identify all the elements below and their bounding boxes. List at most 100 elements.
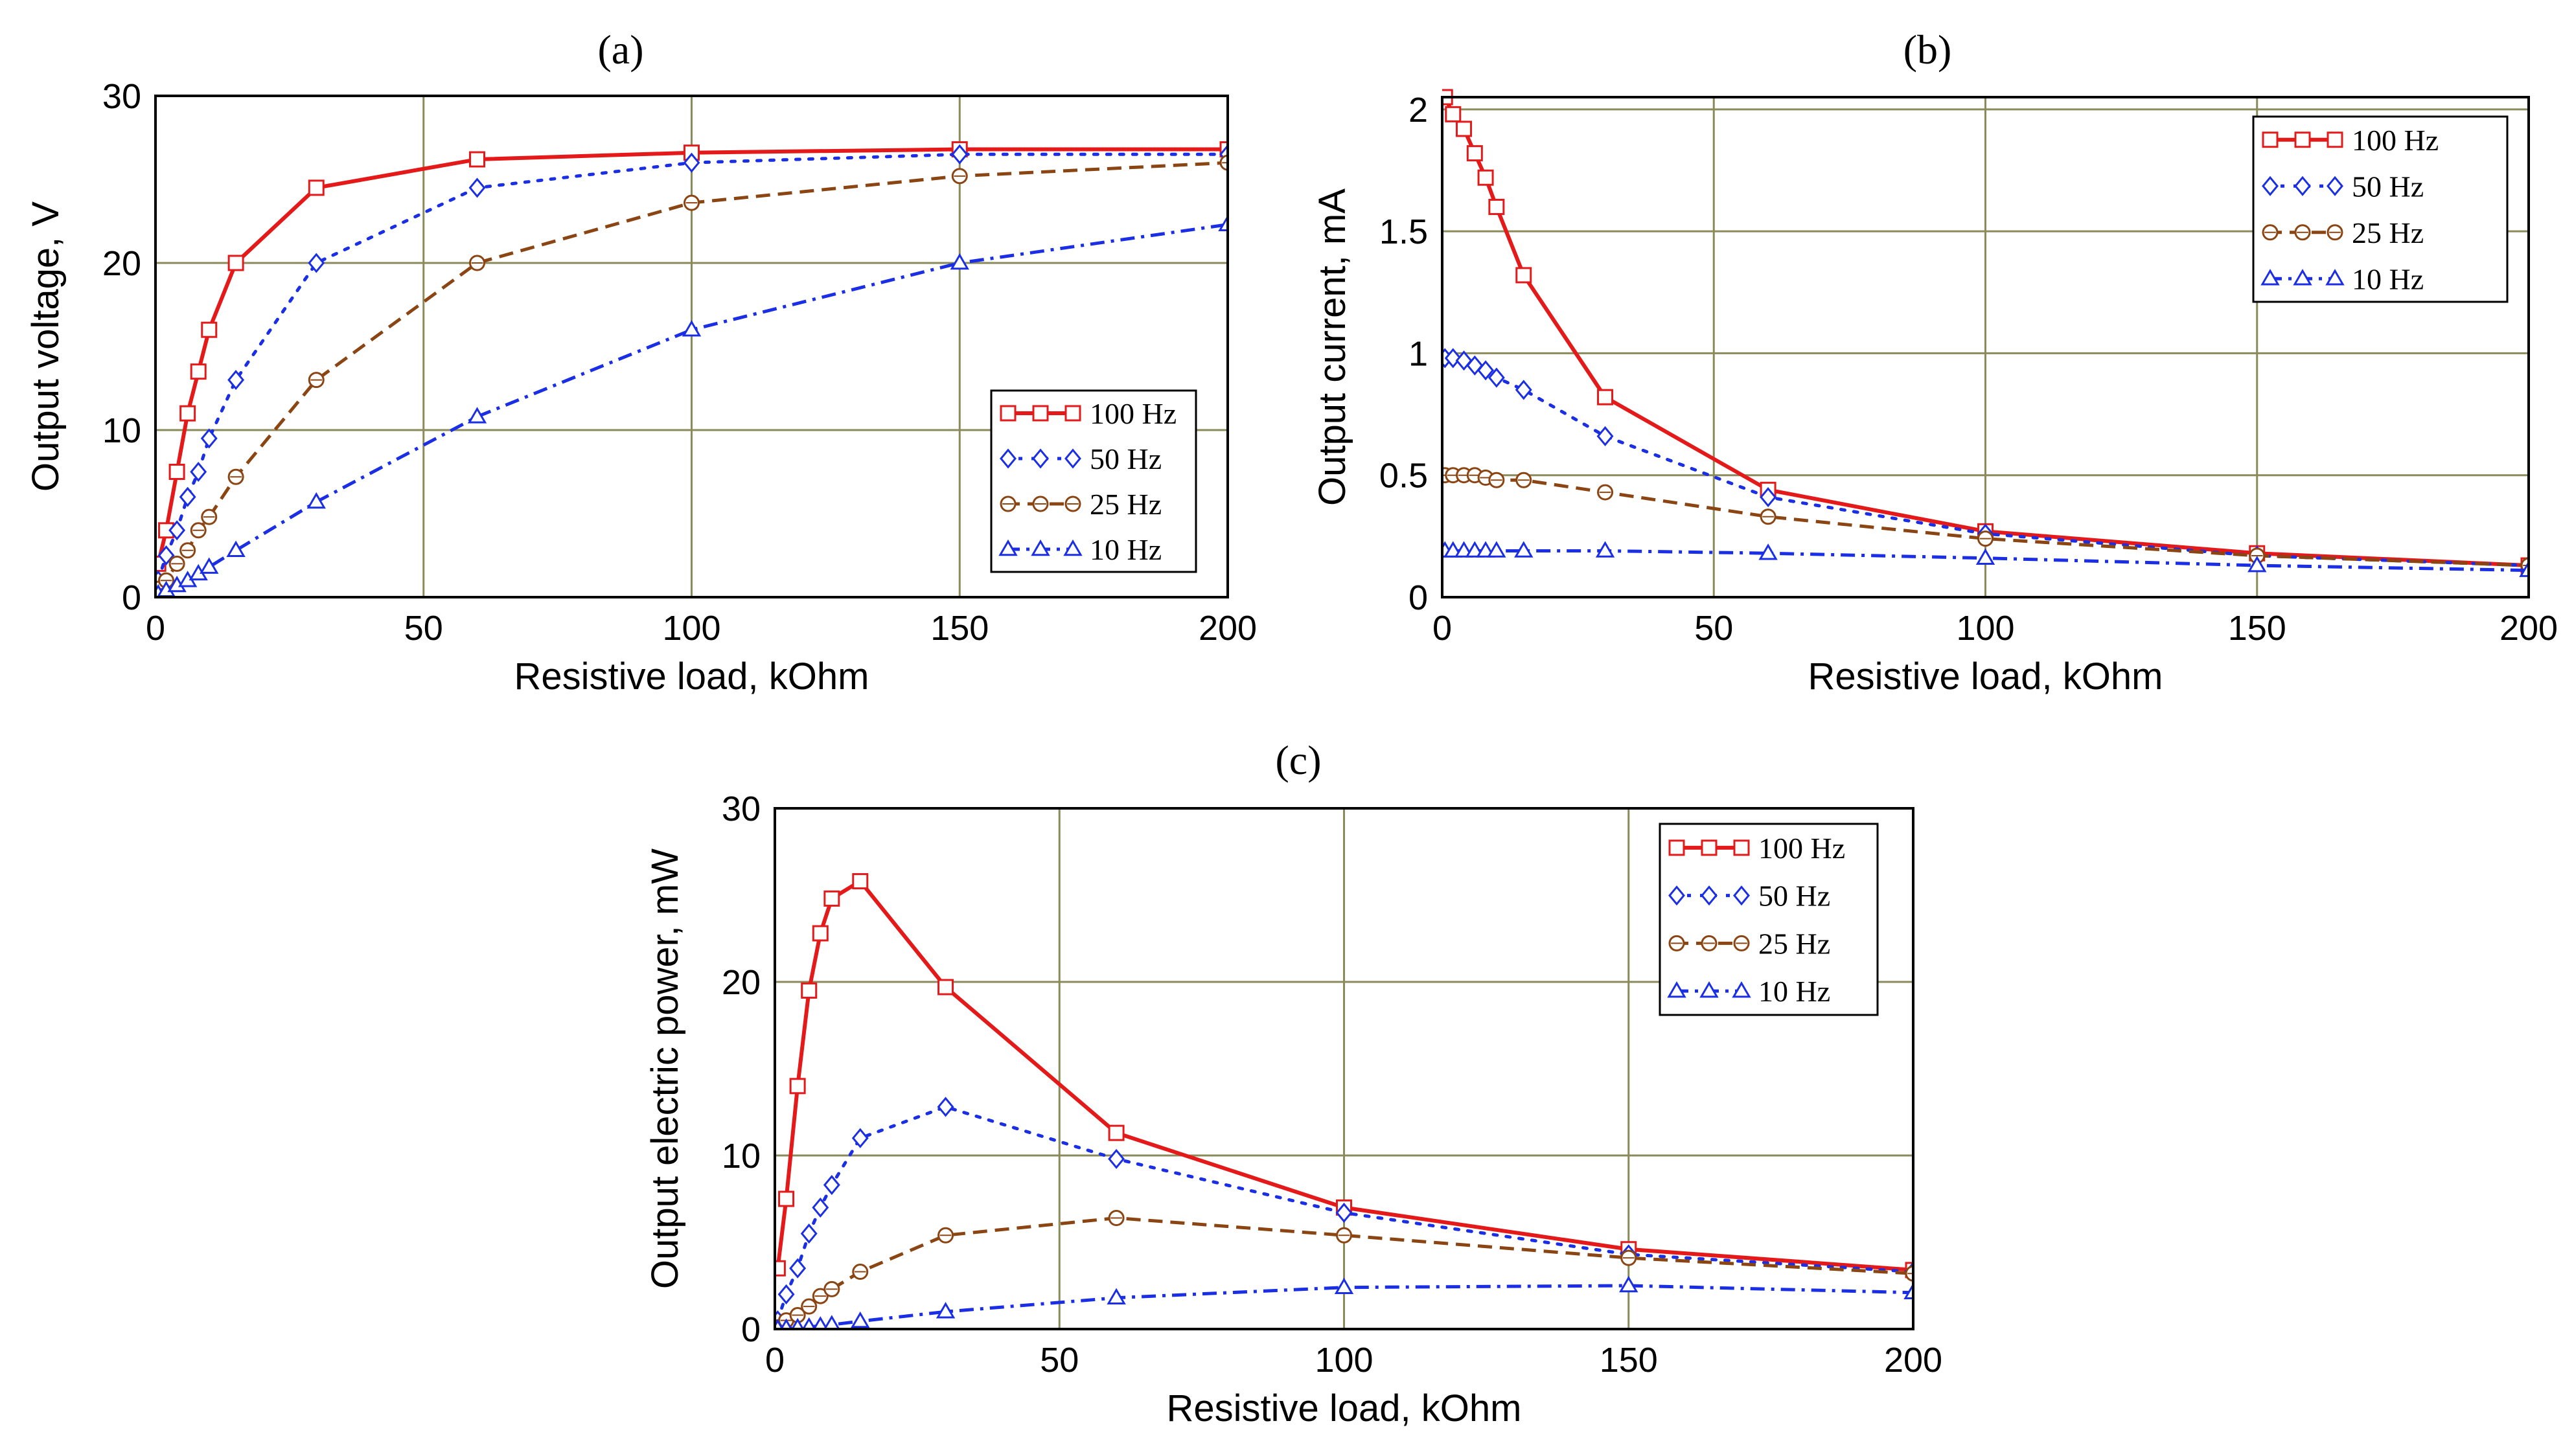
x-tick-label: 50	[404, 609, 443, 648]
x-tick-label: 0	[1432, 609, 1452, 648]
data-point	[1477, 169, 1494, 186]
y-axis-label: Output voltage, V	[25, 201, 67, 492]
x-tick-label: 50	[1694, 609, 1733, 648]
x-tick-label: 0	[146, 609, 165, 648]
legend-label: 25 Hz	[2352, 216, 2424, 249]
data-point	[1488, 198, 1505, 215]
legend-label: 50 Hz	[1090, 442, 1162, 475]
legend-marker	[1064, 448, 1081, 469]
x-tick-label: 100	[1315, 1341, 1373, 1380]
legend-marker	[1000, 405, 1017, 422]
data-point	[308, 179, 325, 196]
panel-label: (a)	[597, 27, 643, 73]
data-point	[1444, 348, 1462, 369]
data-point	[1619, 1275, 1638, 1293]
x-axis-label: Resistive load, kOhm	[514, 655, 869, 698]
series-10-hz	[1442, 541, 2529, 577]
series-line	[1445, 549, 2529, 573]
data-point	[1760, 487, 1777, 508]
data-point	[851, 1128, 869, 1148]
y-tick-label: 30	[102, 77, 141, 116]
y-tick-label: 1.5	[1379, 212, 1428, 251]
legend-marker	[2327, 176, 2343, 196]
legend-marker	[1733, 885, 1750, 906]
data-point	[823, 1315, 840, 1329]
legend-marker	[2294, 176, 2311, 196]
plot-frame	[774, 807, 1914, 1330]
data-point	[801, 982, 818, 999]
panel-label: (b)	[1903, 27, 1952, 73]
data-point	[227, 255, 244, 271]
data-point	[179, 486, 196, 507]
legend-marker	[2327, 131, 2343, 148]
data-point	[791, 1317, 805, 1329]
y-tick-label: 0	[1408, 578, 1428, 617]
data-point	[179, 405, 196, 422]
data-point	[1456, 120, 1473, 137]
legend: 100 Hz 50 Hz 25 Hz 10 Hz	[2252, 115, 2509, 303]
legend-label: 25 Hz	[1090, 488, 1162, 521]
x-tick-label: 150	[930, 609, 989, 648]
data-point	[812, 1197, 829, 1218]
legend-marker	[1668, 885, 1685, 906]
legend-marker	[2294, 131, 2311, 148]
legend-marker	[1667, 981, 1686, 998]
x-tick-label: 0	[765, 1341, 785, 1380]
legend-marker	[2325, 269, 2345, 286]
x-axis-label: Resistive load, kOhm	[1808, 655, 2163, 698]
data-point	[226, 540, 246, 558]
y-tick-label: 0	[122, 578, 141, 617]
legend-label: 10 Hz	[1090, 533, 1162, 566]
legend-marker	[1064, 405, 1081, 422]
series-line	[776, 1216, 1913, 1329]
data-point	[1975, 548, 1995, 565]
data-point	[468, 177, 486, 198]
grid	[1442, 97, 2529, 597]
data-point	[168, 520, 186, 541]
legend-box	[1659, 823, 1879, 1016]
series-line	[156, 147, 1228, 565]
x-tick-label: 150	[1600, 1341, 1658, 1380]
y-tick-label: 10	[102, 411, 141, 450]
legend-label: 50 Hz	[2352, 170, 2424, 203]
data-point	[1108, 1148, 1125, 1169]
legend-label: 100 Hz	[2352, 124, 2439, 157]
legend-marker	[2262, 176, 2279, 196]
legend-marker	[2262, 131, 2279, 148]
x-tick-label: 50	[1040, 1341, 1079, 1380]
y-tick-label: 0	[741, 1310, 761, 1349]
data-point	[1466, 145, 1483, 162]
data-point	[851, 1311, 870, 1328]
data-point	[1488, 367, 1505, 388]
data-point	[227, 370, 245, 391]
data-point	[789, 1258, 807, 1279]
data-point	[1477, 360, 1495, 381]
x-axis-label: Resistive load, kOhm	[1167, 1387, 1522, 1429]
data-point	[2519, 560, 2529, 577]
legend-marker	[1032, 448, 1049, 469]
legend-label: 50 Hz	[1758, 880, 1830, 913]
legend-label: 100 Hz	[1090, 397, 1177, 430]
legend-box	[990, 389, 1197, 573]
legend-label: 100 Hz	[1758, 832, 1845, 865]
data-point	[1514, 541, 1534, 558]
y-tick-label: 20	[102, 244, 141, 283]
data-point	[937, 979, 954, 995]
data-point	[777, 1284, 795, 1304]
legend-marker	[1000, 448, 1017, 469]
series-25-hz	[155, 154, 1228, 597]
data-point	[812, 1316, 828, 1329]
y-tick-label: 1	[1408, 334, 1428, 373]
legend-marker	[998, 539, 1018, 556]
data-point	[1903, 1282, 1913, 1300]
data-point	[778, 1190, 795, 1207]
series-line	[777, 1284, 1913, 1329]
series-10-hz	[775, 1275, 1913, 1329]
data-point	[812, 925, 829, 942]
data-point	[2247, 555, 2267, 573]
data-point	[306, 492, 326, 509]
data-point	[168, 464, 185, 480]
legend-marker	[1701, 885, 1718, 906]
data-point	[1445, 106, 1462, 122]
data-point	[200, 557, 219, 574]
